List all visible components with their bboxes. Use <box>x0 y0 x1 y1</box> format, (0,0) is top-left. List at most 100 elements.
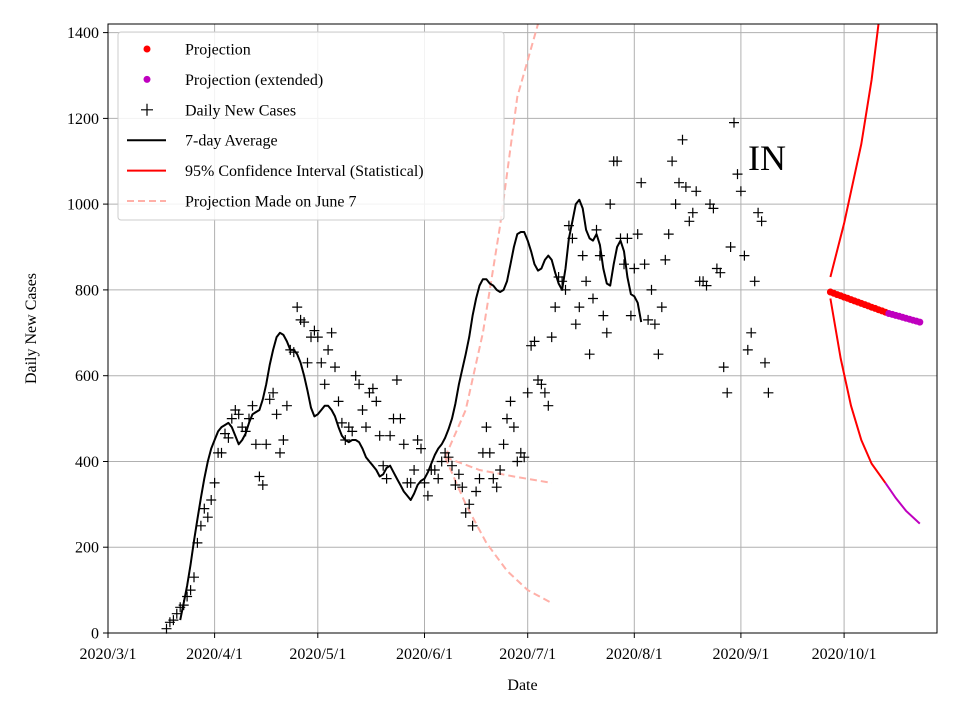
daily-case-point <box>278 435 289 445</box>
legend-box <box>117 31 505 221</box>
daily-case-point <box>378 460 389 471</box>
daily-case-point <box>182 591 193 602</box>
daily-case-point <box>354 379 365 390</box>
daily-case-point <box>598 310 609 321</box>
daily-case-point <box>739 250 750 261</box>
daily-case-point <box>226 413 237 424</box>
daily-case-point <box>171 608 182 619</box>
legend-entry: 7-day Average <box>127 133 278 150</box>
daily-case-point <box>550 302 561 313</box>
daily-case-point <box>508 422 519 433</box>
daily-case-point <box>584 349 595 360</box>
legend-label: 7-day Average <box>185 133 278 150</box>
y-tick-label: 400 <box>75 454 99 471</box>
june7-projection-middle <box>444 456 552 484</box>
legend-label: Projection <box>185 42 251 59</box>
daily-case-point <box>247 400 258 411</box>
ci-lower-line <box>829 298 887 484</box>
daily-case-point <box>316 357 327 368</box>
daily-case-point <box>471 486 482 497</box>
legend-entry: Projection <box>143 42 251 59</box>
daily-case-point <box>161 623 172 634</box>
daily-case-point <box>570 319 581 330</box>
legend-marker-dot <box>143 75 151 83</box>
ci-upper-line <box>829 24 880 278</box>
legend-entry: 95% Confidence Interval (Statistical) <box>127 163 424 180</box>
daily-case-point <box>498 439 509 450</box>
x-tick-label: 2020/10/1 <box>812 646 877 663</box>
daily-case-point <box>333 396 344 407</box>
daily-case-point <box>416 443 426 454</box>
ticks-layer: 2020/3/1 2020/4/1 2020/5/1 2020/6/1 2020/7/1… <box>67 25 877 663</box>
daily-case-point <box>460 507 471 518</box>
daily-case-point <box>763 387 774 398</box>
x-tick-label: 2020/7/1 <box>499 646 556 663</box>
legend: Projection Projection (extended) Daily New… <box>117 31 505 221</box>
daily-case-point <box>474 473 485 484</box>
daily-case-point <box>254 471 265 482</box>
x-axis-label: Date <box>507 677 537 694</box>
daily-case-point <box>195 520 206 531</box>
june7-projection-lower <box>444 456 553 604</box>
daily-case-point <box>725 242 736 252</box>
daily-case-point <box>453 469 464 480</box>
x-tick-label: 2020/3/1 <box>80 646 137 663</box>
daily-case-point <box>649 319 660 330</box>
daily-case-point <box>264 394 275 405</box>
daily-case-point <box>646 284 657 295</box>
daily-case-point <box>519 452 530 463</box>
y-tick-label: 200 <box>75 540 99 557</box>
daily-case-point <box>481 422 492 433</box>
daily-case-point <box>209 477 220 488</box>
daily-case-point <box>760 357 770 368</box>
daily-case-point <box>488 473 499 484</box>
daily-case-point <box>625 310 636 321</box>
daily-case-point <box>577 250 588 261</box>
y-tick-label: 1400 <box>67 25 99 42</box>
daily-case-point <box>653 349 664 360</box>
daily-case-point <box>691 186 702 197</box>
daily-case-point <box>643 314 654 325</box>
daily-case-point <box>742 344 753 355</box>
daily-case-point <box>746 327 757 338</box>
daily-case-point <box>443 452 454 463</box>
daily-case-point <box>588 293 598 304</box>
daily-case-point <box>667 156 678 167</box>
daily-case-point <box>436 456 447 467</box>
y-tick-label: 1000 <box>67 197 99 214</box>
grid-layer <box>107 24 937 634</box>
daily-case-point <box>574 302 585 313</box>
daily-case-point <box>319 379 330 390</box>
daily-case-point <box>281 400 292 411</box>
plot-frame <box>107 23 938 634</box>
daily-case-point <box>722 387 733 398</box>
legend-label: Projection Made on June 7 <box>185 194 357 211</box>
daily-case-point <box>371 396 382 407</box>
daily-case-point <box>168 615 179 626</box>
daily-case-point <box>495 465 506 475</box>
daily-case-point <box>529 336 540 347</box>
daily-case-point <box>729 117 739 128</box>
daily-case-point <box>732 169 743 180</box>
daily-case-point <box>546 332 557 343</box>
daily-case-point <box>268 387 279 398</box>
daily-case-point <box>674 177 684 188</box>
daily-case-point <box>749 276 760 287</box>
daily-case-point <box>391 375 402 385</box>
daily-case-point <box>687 207 698 218</box>
daily-case-point <box>261 439 272 450</box>
daily-case-point <box>670 199 681 210</box>
daily-case-point <box>299 317 310 328</box>
y-tick-label: 0 <box>91 626 99 643</box>
projection-layer <box>826 288 924 326</box>
daily-case-point <box>292 302 303 313</box>
daily-case-point <box>275 447 285 458</box>
daily-case-point <box>374 430 385 441</box>
daily-case-point <box>467 520 478 531</box>
daily-case-point <box>715 267 726 278</box>
y-tick-label: 600 <box>75 368 99 385</box>
daily-case-point <box>677 134 688 145</box>
daily-case-point <box>302 357 313 368</box>
y-axis-label: Daily New Cases <box>23 273 40 384</box>
